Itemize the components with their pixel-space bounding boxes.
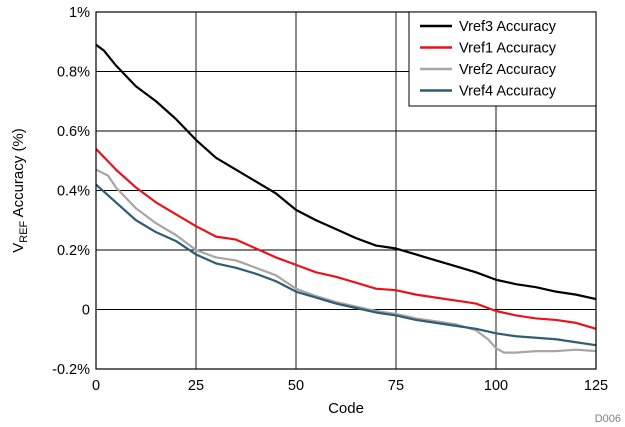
y-axis-ticks: -0.2% 0 0.2% 0.4% 0.6% 0.8% 1% (52, 5, 90, 378)
x-tick-label: 125 (584, 378, 608, 394)
x-tick-label: 100 (484, 378, 508, 394)
y-tick-label: 0.8% (57, 65, 90, 81)
x-tick-label: 50 (288, 378, 304, 394)
y-tick-label: 0 (82, 303, 90, 319)
x-tick-label: 75 (388, 378, 404, 394)
x-tick-label: 25 (188, 378, 204, 394)
y-axis-title-main: V (10, 243, 27, 253)
series-line-3 (95, 168, 597, 354)
legend-label: Vref2 Accuracy (459, 62, 557, 78)
figure-id: D006 (595, 413, 621, 425)
series-lines (95, 43, 597, 354)
series-line-1 (95, 43, 597, 301)
series-line-4 (95, 183, 597, 347)
legend-label: Vref4 Accuracy (459, 84, 557, 100)
y-tick-label: 1% (69, 5, 90, 21)
legend-label: Vref1 Accuracy (459, 41, 557, 57)
y-tick-label: -0.2% (52, 362, 90, 378)
y-axis-title-subscript: REF (18, 220, 30, 242)
y-tick-label: 0.2% (57, 243, 90, 259)
series-line-2 (95, 148, 597, 330)
plot-area-frame (95, 11, 597, 370)
x-axis-ticks: 0 25 50 75 100 125 (92, 378, 608, 394)
legend-label: Vref3 Accuracy (459, 19, 557, 35)
y-tick-label: 0.6% (57, 124, 90, 140)
legend: Vref3 Accuracy Vref1 Accuracy Vref2 Accura… (408, 11, 597, 107)
y-tick-label: 0.4% (57, 184, 90, 200)
x-axis-title: Code (328, 400, 364, 417)
y-axis-title: VREF Accuracy (%) (10, 128, 30, 253)
y-axis-title-rest: Accuracy (%) (10, 128, 27, 221)
x-tick-label: 0 (92, 378, 100, 394)
